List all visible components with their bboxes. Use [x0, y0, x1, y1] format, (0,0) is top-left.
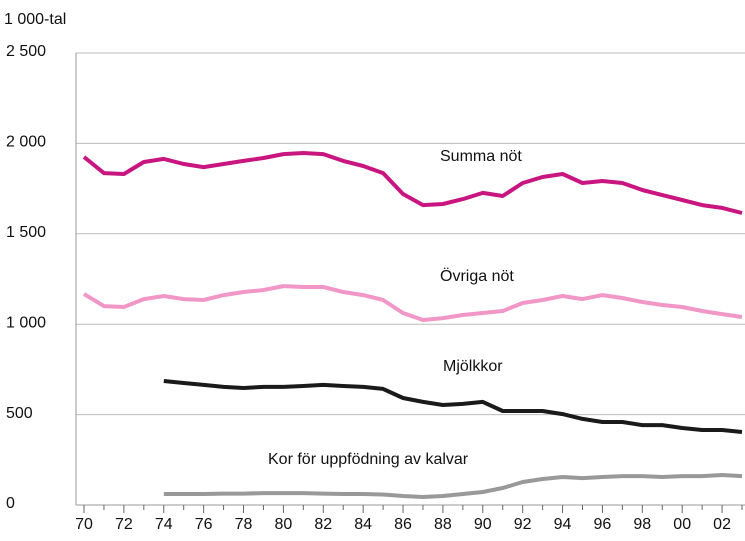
- x-tick-label: 70: [75, 516, 93, 533]
- y-tick-label: 2 000: [6, 134, 46, 151]
- x-tick-label: 76: [195, 516, 213, 533]
- series-label: Övriga nöt: [440, 267, 514, 285]
- x-tick-label: 90: [474, 516, 492, 533]
- x-tick-label: 94: [554, 516, 572, 533]
- y-tick-label: 0: [6, 495, 15, 512]
- x-tick-label: 78: [235, 516, 253, 533]
- x-tick-label: 82: [314, 516, 332, 533]
- x-tick-label: 74: [155, 516, 173, 533]
- line-series: [163, 379, 743, 434]
- series-label: Mjölkkor: [443, 358, 503, 375]
- x-tick-label: 00: [673, 516, 691, 533]
- x-tick-label: 80: [275, 516, 293, 533]
- x-tick-label: 98: [633, 516, 651, 533]
- y-tick-label: 500: [6, 405, 33, 422]
- series-label: Kor för uppfödning av kalvar: [268, 451, 469, 468]
- x-tick-label: 96: [594, 516, 612, 533]
- x-tick-label: 86: [394, 516, 412, 533]
- line-series: [82, 284, 743, 322]
- x-tick-label: 02: [713, 516, 731, 533]
- line-series: [82, 151, 743, 215]
- y-unit-label: 1 000-tal: [4, 11, 66, 28]
- y-tick-label: 1 500: [6, 224, 46, 241]
- series-label: Summa nöt: [440, 148, 522, 165]
- x-tick-label: 92: [514, 516, 532, 533]
- x-tick-label: 84: [354, 516, 372, 533]
- line-series: [163, 473, 743, 499]
- x-tick-label: 72: [115, 516, 133, 533]
- y-tick-label: 2 500: [6, 43, 46, 60]
- y-tick-label: 1 000: [6, 314, 46, 331]
- x-tick-label: 88: [434, 516, 452, 533]
